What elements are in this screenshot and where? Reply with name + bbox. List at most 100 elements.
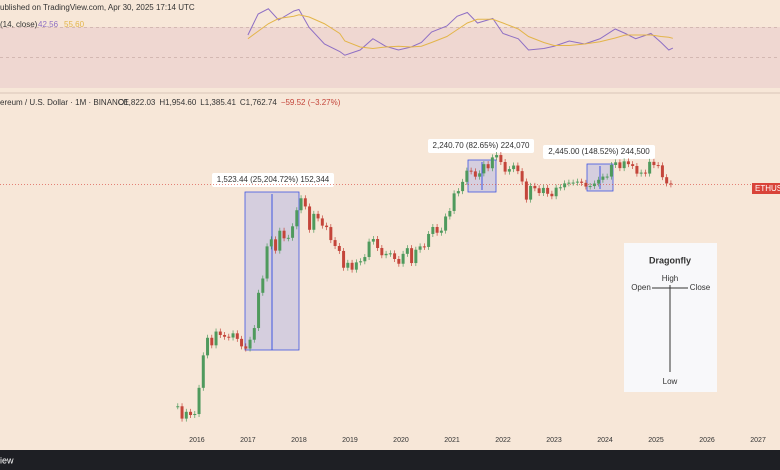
measure-label: 2,445.00 (148.52%) 244,500 — [548, 147, 650, 156]
candle-body — [444, 216, 448, 231]
candle-body — [652, 161, 656, 166]
ohlc-value: C1,762.74 — [240, 98, 277, 107]
candle-body — [180, 406, 184, 419]
candle-body — [643, 172, 647, 174]
candle-body — [656, 165, 660, 167]
candle-body — [201, 355, 205, 388]
candle-body — [473, 171, 477, 177]
candle-body — [533, 185, 537, 189]
x-tick-label: 2018 — [291, 437, 307, 444]
candle-body — [414, 249, 418, 264]
candle-body — [571, 182, 575, 184]
measure-bg — [212, 173, 334, 187]
candle-body — [482, 164, 486, 174]
inset-close: Close — [690, 283, 711, 292]
candle-body — [388, 253, 392, 255]
candle-body — [507, 169, 511, 172]
rsi-label: (14, close) — [0, 20, 38, 29]
candle-body — [575, 181, 579, 183]
candle-body — [495, 155, 499, 158]
candle-body — [537, 188, 541, 194]
candle-body — [189, 411, 193, 416]
ohlc-value: L1,385.41 — [200, 98, 236, 107]
candle-body — [486, 164, 490, 169]
rsi-line — [247, 8, 674, 56]
candle-body — [312, 213, 316, 230]
symbol: ereum / U.S. Dollar · 1M · BINANCE — [0, 98, 129, 107]
candle-body — [669, 183, 673, 185]
candle-body — [303, 198, 307, 207]
candle-body — [665, 177, 669, 184]
x-tick-label: 2022 — [495, 437, 511, 444]
candle-body — [197, 387, 201, 415]
candle-body — [609, 164, 613, 177]
candle-body — [206, 337, 210, 356]
candle-body — [380, 248, 384, 256]
candle-body — [286, 237, 290, 239]
x-tick-label: 2021 — [444, 437, 460, 444]
dragonfly-inset: Dragonfly High Open Close Low — [624, 243, 717, 392]
candle-body — [393, 253, 397, 259]
candle-body — [452, 193, 456, 211]
ohlc: O1,822.03 H1,954.60 L1,385.41 C1,762.74 −59.… — [118, 98, 341, 107]
candle-body — [252, 328, 256, 340]
candle-body — [478, 173, 482, 177]
candle-body — [597, 179, 601, 184]
measures: 1,523.44 (25,204.72%) 152,344 2,240.70 (… — [212, 139, 655, 351]
candle-body — [227, 336, 231, 338]
candle-body — [512, 165, 516, 170]
candle-body — [563, 183, 567, 188]
candle-body — [282, 230, 286, 239]
candle-body — [503, 162, 507, 172]
inset-low: Low — [663, 377, 678, 386]
candle-body — [329, 227, 333, 241]
price-tag-bg — [752, 183, 780, 194]
candle-body — [184, 411, 188, 419]
ohlc-value: H1,954.60 — [159, 98, 196, 107]
candle-body — [524, 181, 528, 200]
candle-body — [435, 226, 439, 233]
ohlc-value: −59.52 (−3.27%) — [281, 98, 341, 107]
candle-body — [257, 292, 261, 329]
measure-bg — [428, 139, 534, 153]
inset-high: High — [662, 274, 678, 283]
candle-body — [269, 239, 273, 247]
candle-body — [214, 331, 218, 346]
candle-body — [274, 239, 278, 251]
candle-body — [218, 331, 222, 335]
candle-body — [580, 181, 584, 183]
footer: iew — [0, 455, 14, 465]
rsi-line — [247, 14, 673, 50]
x-tick-label: 2025 — [648, 437, 664, 444]
candle-body — [299, 198, 303, 211]
measure-label: 2,240.70 (82.65%) 224,070 — [433, 141, 531, 150]
candle-body — [618, 162, 622, 169]
ohlc-value: O1,822.03 — [118, 98, 156, 107]
candle-body — [261, 278, 265, 293]
candle-body — [401, 253, 405, 264]
x-tick-label: 2024 — [597, 437, 613, 444]
candle-body — [316, 213, 320, 219]
x-tick-label: 2027 — [750, 437, 766, 444]
inset-title: Dragonfly — [649, 255, 691, 265]
measure-bg — [543, 145, 655, 159]
candle-body — [325, 225, 329, 228]
candle-body — [422, 246, 426, 248]
candle-body — [405, 248, 409, 254]
candle-body — [529, 185, 533, 200]
candle-body — [588, 186, 592, 188]
candle-body — [465, 170, 469, 182]
candle-body — [278, 230, 282, 251]
candle-body — [342, 250, 346, 268]
candle-body — [359, 261, 363, 263]
candle-body — [193, 414, 197, 416]
candle-body — [520, 171, 524, 182]
candle-body — [244, 346, 248, 349]
candle-body — [223, 334, 227, 337]
candle-body — [516, 165, 520, 172]
header: ublished on TradingView.com, Apr 30, 202… — [0, 3, 195, 12]
candle-body — [490, 157, 494, 169]
candle-body — [639, 172, 643, 174]
candle-body — [248, 339, 252, 349]
